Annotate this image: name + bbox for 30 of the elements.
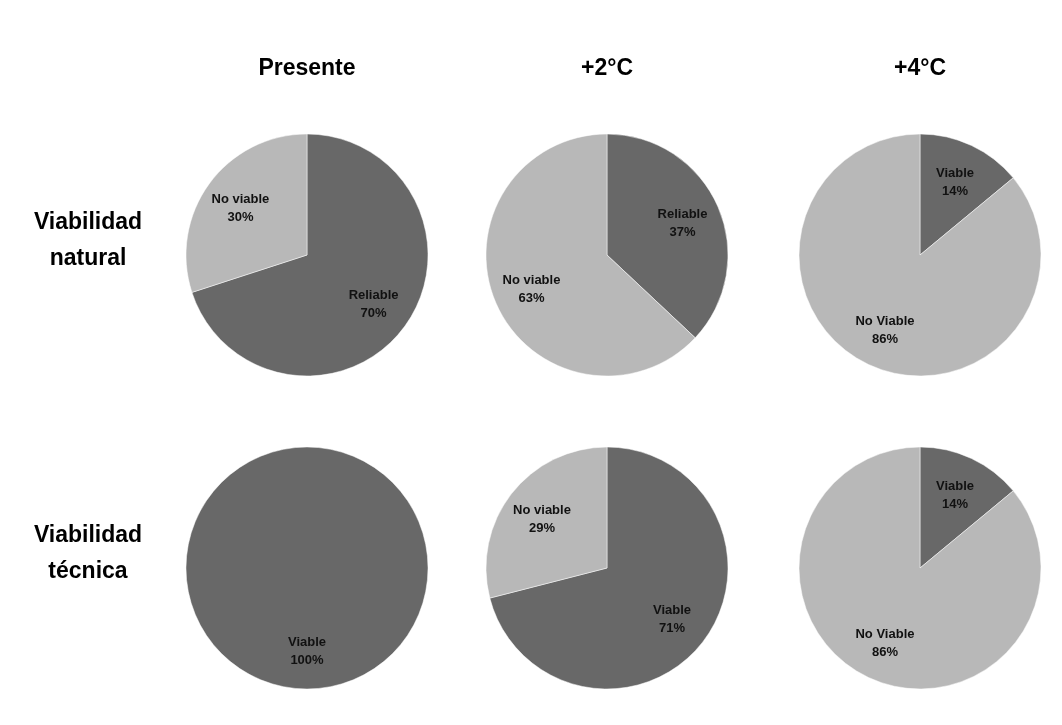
chart-title: +2°C bbox=[580, 54, 634, 80]
data-label: 71% bbox=[659, 620, 686, 636]
slice-label: Viable bbox=[936, 477, 975, 493]
chart-title: Presente bbox=[258, 54, 356, 80]
data-label: 86% bbox=[871, 331, 899, 347]
data-label: 63% bbox=[518, 289, 545, 305]
slice-label: No viable bbox=[502, 271, 561, 287]
pie-slice bbox=[798, 446, 1042, 690]
data-label: 14% bbox=[942, 182, 969, 198]
slice-label: No Viable bbox=[855, 313, 915, 329]
data-label: 30% bbox=[227, 208, 254, 224]
slice-label: No viable bbox=[211, 190, 270, 206]
slice-label: Viable bbox=[652, 602, 692, 618]
slice-label: Reliable bbox=[348, 287, 399, 303]
data-label: 37% bbox=[669, 224, 696, 240]
data-label: 14% bbox=[942, 495, 969, 511]
slice-label: Viable bbox=[936, 164, 975, 180]
data-label: 86% bbox=[871, 644, 899, 660]
slice-label: Viable bbox=[287, 634, 327, 650]
data-label: 29% bbox=[528, 519, 556, 535]
pie-slice bbox=[798, 133, 1042, 377]
chart-title: +4°C bbox=[893, 54, 947, 80]
slice-label: No Viable bbox=[855, 626, 915, 642]
slice-label: Reliable bbox=[657, 206, 708, 222]
pie-slice bbox=[489, 446, 729, 690]
data-label: 100% bbox=[290, 652, 325, 668]
text: Viabilidad natural bbox=[33, 208, 143, 270]
data-label: 70% bbox=[360, 305, 388, 321]
slice-label: No viable bbox=[513, 501, 571, 517]
text: Viabilidad técnica bbox=[33, 521, 143, 583]
